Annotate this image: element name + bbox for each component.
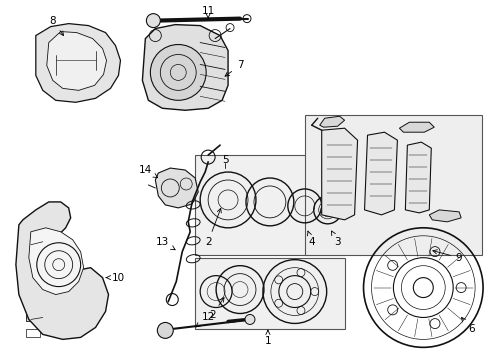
Text: 2: 2 (204, 208, 221, 247)
Polygon shape (36, 24, 120, 102)
Polygon shape (364, 132, 397, 215)
Polygon shape (155, 168, 198, 208)
Polygon shape (319, 116, 344, 127)
Circle shape (146, 14, 160, 28)
Text: 8: 8 (49, 15, 63, 36)
Polygon shape (399, 122, 433, 132)
Polygon shape (16, 202, 108, 339)
Polygon shape (29, 228, 83, 294)
Polygon shape (405, 142, 430, 213)
Text: 4: 4 (307, 231, 314, 247)
Text: 10: 10 (106, 273, 125, 283)
Text: 14: 14 (139, 165, 157, 177)
Text: 1: 1 (264, 330, 271, 346)
Polygon shape (142, 24, 227, 110)
Text: 11: 11 (201, 6, 214, 18)
Bar (304, 115, 481, 255)
Text: 12: 12 (196, 312, 214, 327)
Text: 7: 7 (224, 60, 243, 76)
Text: 3: 3 (331, 231, 340, 247)
Text: 13: 13 (155, 237, 175, 250)
Polygon shape (47, 32, 106, 90)
Text: 5: 5 (222, 155, 228, 165)
Text: 6: 6 (461, 318, 473, 334)
Polygon shape (321, 128, 357, 220)
Circle shape (244, 315, 254, 324)
Circle shape (157, 323, 173, 338)
Bar (26, 302, 40, 321)
Polygon shape (428, 210, 460, 222)
Bar (195, 155, 344, 255)
Circle shape (150, 45, 206, 100)
Text: 2: 2 (208, 298, 224, 320)
Bar (26, 329, 40, 337)
Bar (195, 258, 344, 329)
Text: 9: 9 (432, 250, 462, 263)
